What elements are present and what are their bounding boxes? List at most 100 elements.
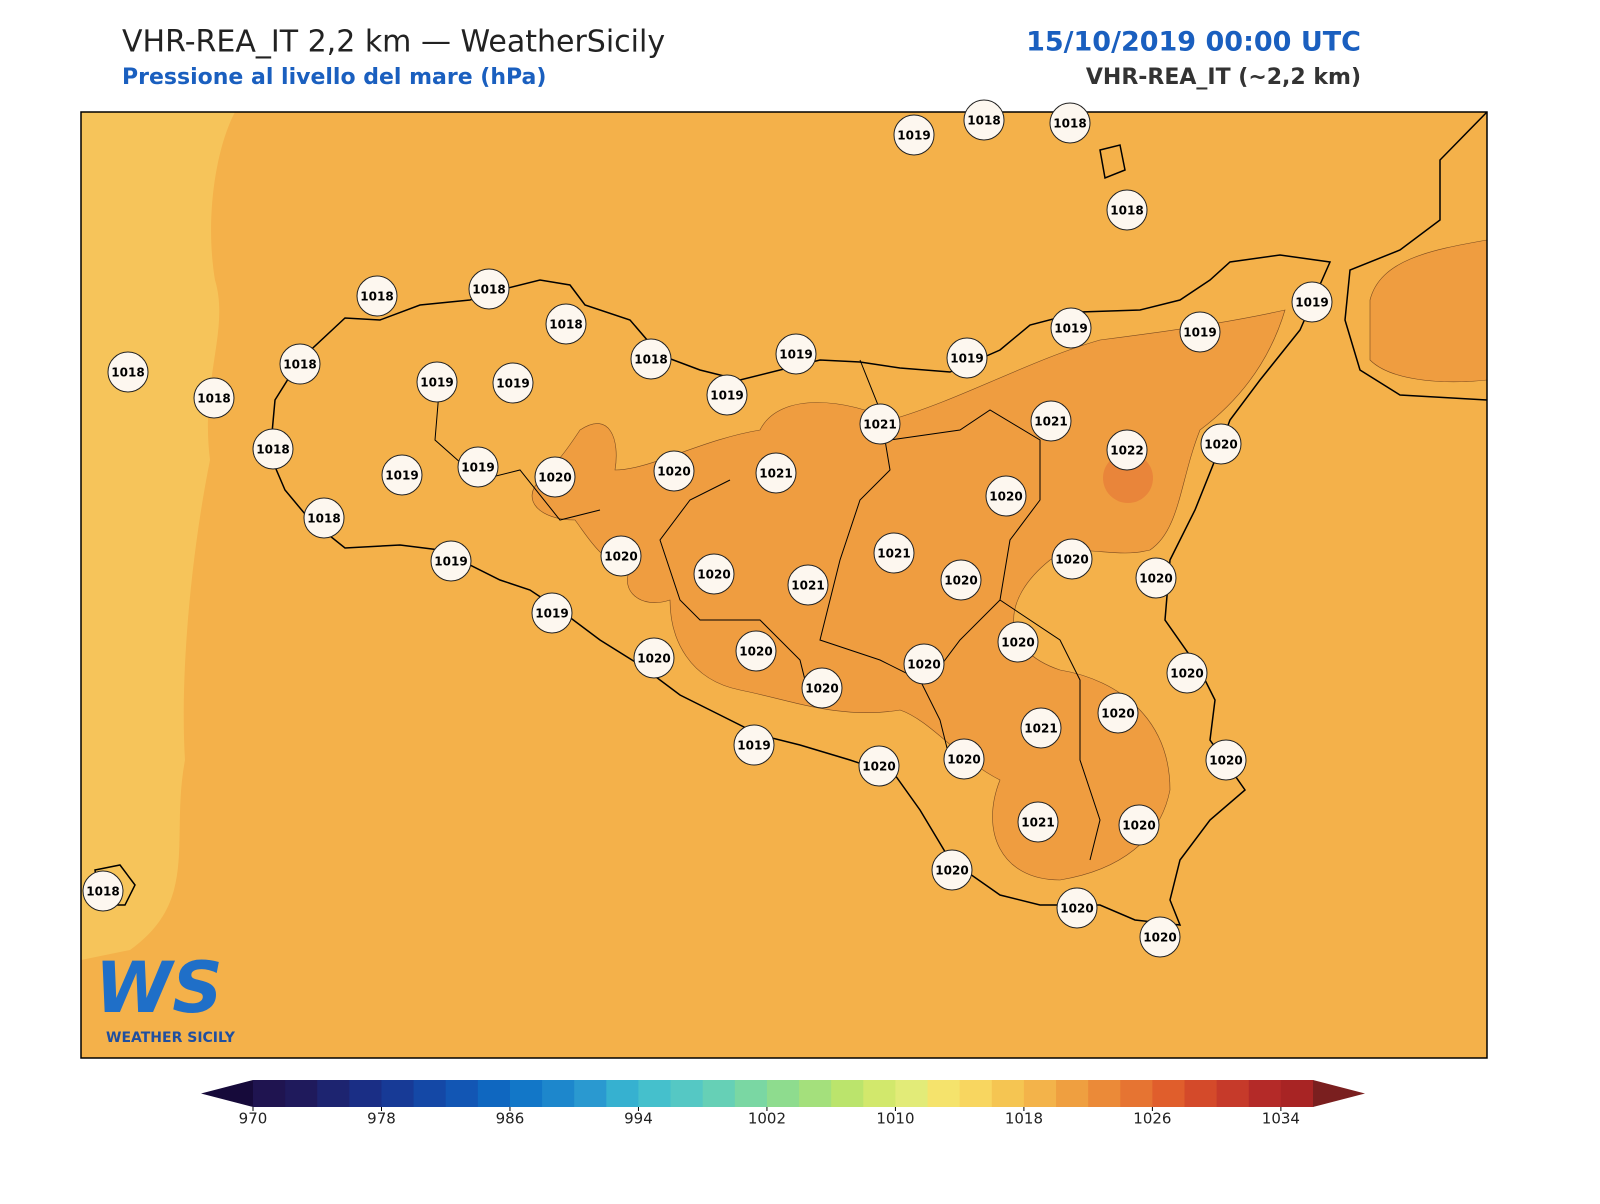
station-marker: [416, 361, 458, 403]
colorbar-tick-label: 1002: [748, 1110, 786, 1128]
station: 1018: [193, 377, 235, 419]
station-marker: [755, 452, 797, 494]
station: 1021: [1020, 707, 1062, 749]
colorbar-bin: [1056, 1080, 1089, 1107]
station: 1018: [107, 351, 149, 393]
station-value: 1018: [634, 353, 667, 367]
station-value: 1019: [496, 377, 529, 391]
station: 1018: [252, 428, 294, 470]
station-value: 1021: [791, 579, 824, 593]
colorbar-bin: [734, 1080, 768, 1107]
station: 1018: [356, 275, 398, 317]
colorbar-bin: [1088, 1080, 1121, 1107]
station: 1020: [1166, 652, 1208, 694]
station-marker: [997, 621, 1039, 663]
station: 1021: [859, 403, 901, 445]
station-value: 1020: [637, 652, 670, 666]
station-marker: [193, 377, 235, 419]
station-marker: [545, 303, 587, 345]
station-value: 1019: [434, 555, 467, 569]
station-value: 1019: [1295, 296, 1328, 310]
station-marker: [943, 738, 985, 780]
subtitle: Pressione al livello del mare (hPa): [122, 65, 546, 90]
station-value: 1020: [1060, 902, 1093, 916]
colorbar-bin: [317, 1080, 350, 1107]
station: 1020: [1056, 887, 1098, 929]
title: VHR-REA_IT 2,2 km — WeatherSicily: [122, 25, 665, 60]
colorbar: 970 978 986 994 1002 1010 1018 1026 1034: [201, 1080, 1365, 1128]
station-marker: [931, 849, 973, 891]
station-value: 1021: [863, 418, 896, 432]
station-marker: [706, 374, 748, 416]
station-value: 1020: [944, 574, 977, 588]
station-marker: [653, 450, 695, 492]
station: 1020: [1205, 739, 1247, 781]
station-marker: [985, 475, 1027, 517]
station: 1020: [903, 643, 945, 685]
station-marker: [1056, 887, 1098, 929]
colorbar-tick-label: 1018: [1005, 1110, 1043, 1128]
station-value: 1020: [1143, 931, 1176, 945]
station-value: 1020: [739, 645, 772, 659]
colorbar-tick-label: 970: [239, 1110, 268, 1128]
station-marker: [873, 532, 915, 574]
station-value: 1020: [604, 550, 637, 564]
station: 1022: [1106, 429, 1148, 471]
station-value: 1020: [805, 682, 838, 696]
station-value: 1018: [1110, 204, 1143, 218]
colorbar-tick-label: 1026: [1133, 1110, 1171, 1128]
station: 1019: [733, 724, 775, 766]
colorbar-bin: [863, 1080, 896, 1107]
colorbar-bin: [766, 1080, 800, 1107]
station: 1019: [430, 540, 472, 582]
station-marker: [787, 564, 829, 606]
station-marker: [1020, 707, 1062, 749]
station: 1020: [943, 738, 985, 780]
station: 1018: [279, 343, 321, 385]
station-value: 1019: [535, 607, 568, 621]
station-marker: [252, 428, 294, 470]
station-value: 1018: [549, 318, 582, 332]
station-marker: [107, 351, 149, 393]
station-value: 1020: [1101, 707, 1134, 721]
model: VHR-REA_IT (~2,2 km): [1086, 65, 1361, 90]
station: 1019: [1179, 311, 1221, 353]
colorbar-bin: [831, 1080, 864, 1107]
low-pressure-area: [81, 112, 235, 960]
station-marker: [893, 114, 935, 156]
station-value: 1019: [950, 352, 983, 366]
station: 1020: [1135, 557, 1177, 599]
colorbar-bin: [991, 1080, 1025, 1107]
station-marker: [457, 446, 499, 488]
station-marker: [735, 630, 777, 672]
map-frame: [80, 111, 1488, 1059]
station-value: 1021: [1024, 722, 1057, 736]
station-marker: [600, 535, 642, 577]
station-marker: [1106, 429, 1148, 471]
station-value: 1020: [1204, 438, 1237, 452]
station: 1018: [630, 338, 672, 380]
colorbar-bin: [542, 1080, 575, 1107]
logo: WS WEATHER SICILY: [95, 947, 236, 1046]
map: 1019 1018 1018 1018 1018 1018 1018 1018 1018 1018…: [80, 99, 1488, 1059]
station-value: 1022: [1110, 444, 1143, 458]
colorbar-over: [1313, 1080, 1365, 1107]
colorbar-bin: [1248, 1080, 1282, 1107]
station: 1020: [633, 637, 675, 679]
colorbar-bin: [799, 1080, 832, 1107]
station: 1020: [735, 630, 777, 672]
station: 1020: [534, 456, 576, 498]
station-marker: [492, 362, 534, 404]
station: 1020: [931, 849, 973, 891]
colorbar-bin: [413, 1080, 447, 1107]
station-value: 1021: [877, 547, 910, 561]
station-value: 1020: [538, 471, 571, 485]
station: 1020: [985, 475, 1027, 517]
station: 1021: [873, 532, 915, 574]
station-marker: [381, 454, 423, 496]
station: 1018: [963, 99, 1005, 141]
colorbar-tick-label: 1010: [876, 1110, 914, 1128]
station-marker: [693, 553, 735, 595]
station-marker: [733, 724, 775, 766]
